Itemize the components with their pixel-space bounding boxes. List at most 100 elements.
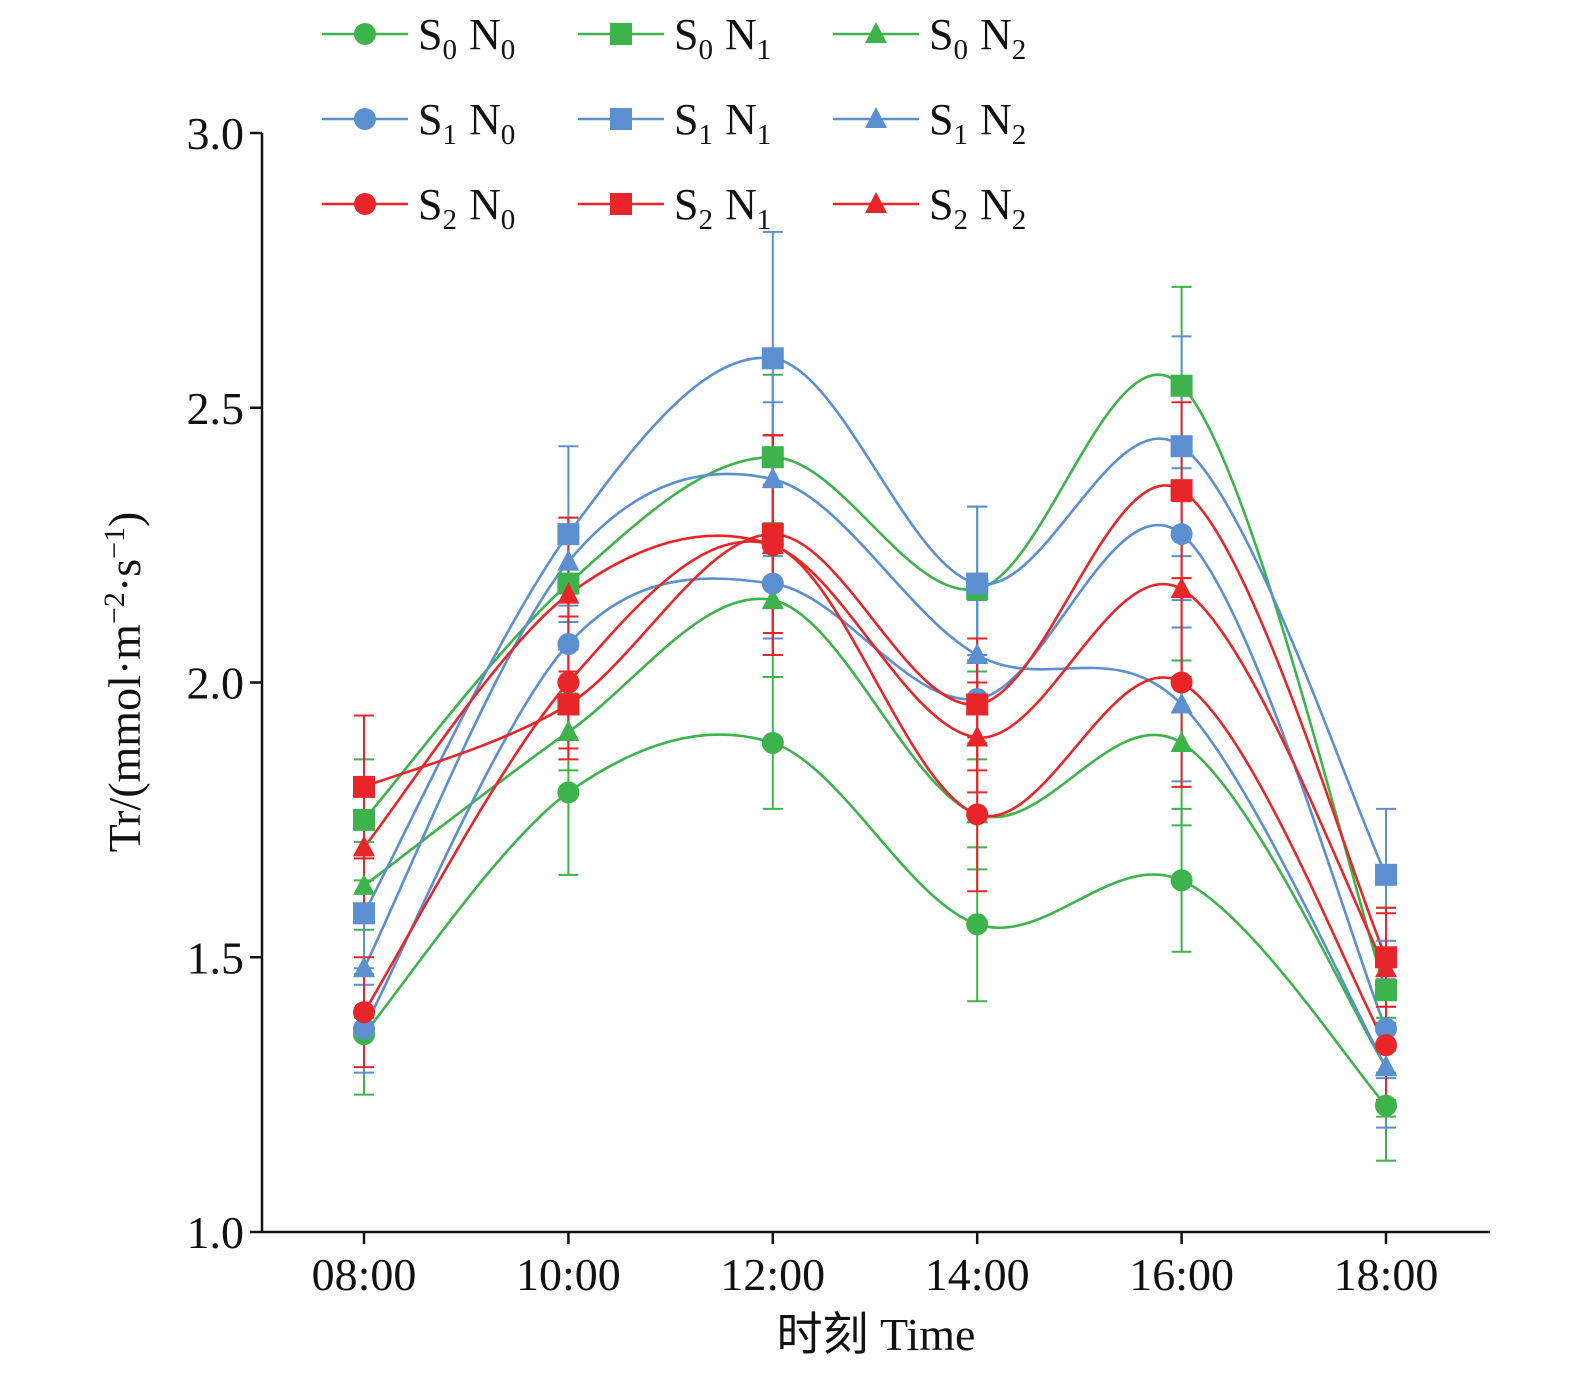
legend-item-s0-n2: S0 N2 [833, 10, 1026, 66]
legend-label: S0 N0 [418, 10, 515, 66]
legend-label-a: S [674, 10, 698, 59]
data-point-s1-n1 [1170, 435, 1193, 458]
legend-label-b: N [469, 10, 501, 59]
legend-marker [610, 108, 632, 130]
data-point-s2-n0 [353, 1001, 375, 1024]
legend-label-b-sub: 1 [757, 204, 772, 236]
legend-label-b-sub: 1 [757, 34, 772, 66]
y-tick-label: 2.0 [187, 658, 245, 709]
legend-label-b: N [725, 10, 757, 59]
data-point-s2-n2 [557, 582, 580, 604]
legend-label-b: N [725, 95, 757, 144]
legend-marker [610, 193, 632, 215]
y-tick-label: 1.5 [187, 932, 245, 983]
legend-item-s0-n0: S0 N0 [322, 10, 515, 66]
series-line-s0-n0 [363, 733, 1387, 1107]
legend-marker [865, 192, 887, 213]
x-tick-label: 16:00 [1129, 1249, 1234, 1300]
data-point-s1-n1 [557, 523, 580, 546]
legend-label-a-sub: 2 [442, 204, 457, 236]
data-point-s1-n2 [1375, 1055, 1397, 1077]
legend-label-a-sub: 0 [698, 34, 713, 66]
legend-label-a-sub: 1 [953, 119, 968, 151]
data-point-s2-n1 [353, 775, 375, 798]
legend-label-a: S [929, 180, 953, 229]
legend-marker [865, 22, 887, 43]
legend-label-b: N [469, 180, 501, 229]
legend-label: S1 N0 [418, 95, 515, 151]
data-point-s2-n2 [1170, 577, 1193, 599]
legend-label-b-sub: 0 [501, 34, 516, 66]
legend-marker [354, 23, 376, 45]
legend-item-s1-n0: S1 N0 [322, 95, 515, 151]
legend-item-s1-n1: S1 N1 [578, 95, 771, 151]
series-lines [362, 356, 1388, 1107]
legend-label: S2 N1 [674, 180, 771, 236]
y-tick-label: 2.5 [187, 383, 245, 434]
legend-label-b-sub: 2 [1012, 34, 1027, 66]
data-point-s2-n0 [1375, 1034, 1397, 1057]
data-point-s0-n2 [557, 719, 580, 741]
data-point-s1-n1 [353, 902, 375, 925]
data-point-s1-n1 [1375, 863, 1397, 886]
x-tick-label: 18:00 [1334, 1249, 1439, 1300]
x-tick-label: 14:00 [925, 1249, 1030, 1300]
y-axis-title-sup: −1 [98, 527, 131, 559]
data-point-s1-n1 [966, 572, 989, 595]
data-point-s1-n2 [353, 956, 375, 978]
legend-label: S2 N2 [929, 180, 1026, 236]
legend-label-a-sub: 1 [698, 119, 713, 151]
x-axis-title: 时刻 Time [777, 1309, 976, 1360]
data-point-s0-n1 [1375, 979, 1397, 1002]
series-line-s1-n2 [362, 472, 1388, 1068]
data-point-s1-n0 [1170, 523, 1193, 546]
data-point-s2-n2 [966, 725, 989, 747]
y-tick-label: 1.0 [187, 1207, 245, 1258]
y-axis-title-part: ) [99, 512, 150, 527]
legend-marker [610, 23, 632, 45]
legend-label-a: S [418, 180, 442, 229]
series-line-s1-n1 [362, 356, 1388, 914]
x-tick-label: 10:00 [516, 1249, 621, 1300]
data-point-s2-n1 [966, 693, 989, 716]
legend-label: S0 N1 [674, 10, 771, 66]
data-point-s2-n2 [761, 533, 784, 555]
error-bars [354, 230, 1396, 1162]
series-line-s2-n1 [363, 484, 1388, 958]
legend-item-s2-n2: S2 N2 [833, 180, 1026, 236]
data-point-s2-n0 [1170, 671, 1193, 694]
data-point-s0-n0 [1375, 1094, 1397, 1117]
data-point-s2-n1 [1170, 479, 1193, 502]
legend-item-s0-n1: S0 N1 [578, 10, 771, 66]
data-point-s0-n0 [966, 913, 989, 936]
legend-label-b-sub: 2 [1012, 119, 1027, 151]
data-point-s1-n2 [966, 643, 989, 665]
data-point-s2-n2 [353, 835, 375, 857]
legend-item-s2-n1: S2 N1 [578, 180, 771, 236]
legend-item-s1-n2: S1 N2 [833, 95, 1026, 151]
legend-label-a: S [929, 10, 953, 59]
data-point-s0-n0 [761, 731, 784, 754]
legend-label-b: N [980, 95, 1012, 144]
legend-label-a-sub: 0 [442, 34, 457, 66]
data-point-s1-n2 [1170, 692, 1193, 714]
y-axis-title: Tr/(mmol·m−2·s−1) [98, 512, 151, 853]
legend-marker [865, 107, 887, 128]
data-point-s1-n0 [557, 633, 580, 656]
legend-label-a: S [674, 180, 698, 229]
legend-label-b: N [469, 95, 501, 144]
legend-label-b: N [725, 180, 757, 229]
legend-label: S1 N2 [929, 95, 1026, 151]
data-point-s1-n2 [557, 549, 580, 571]
x-tick-label: 12:00 [720, 1249, 825, 1300]
data-markers [353, 347, 1397, 1117]
legend-label-a-sub: 2 [698, 204, 713, 236]
legend-label-a: S [418, 95, 442, 144]
legend-label-a-sub: 0 [953, 34, 968, 66]
data-point-s0-n0 [557, 781, 580, 804]
series-line-s2-n0 [362, 540, 1388, 1046]
series-line-s2-n2 [362, 534, 1388, 969]
legend-label-a: S [674, 95, 698, 144]
y-ticks: 1.0 1.5 2.0 2.5 3.0 [187, 108, 262, 1258]
data-point-s0-n1 [761, 446, 784, 469]
